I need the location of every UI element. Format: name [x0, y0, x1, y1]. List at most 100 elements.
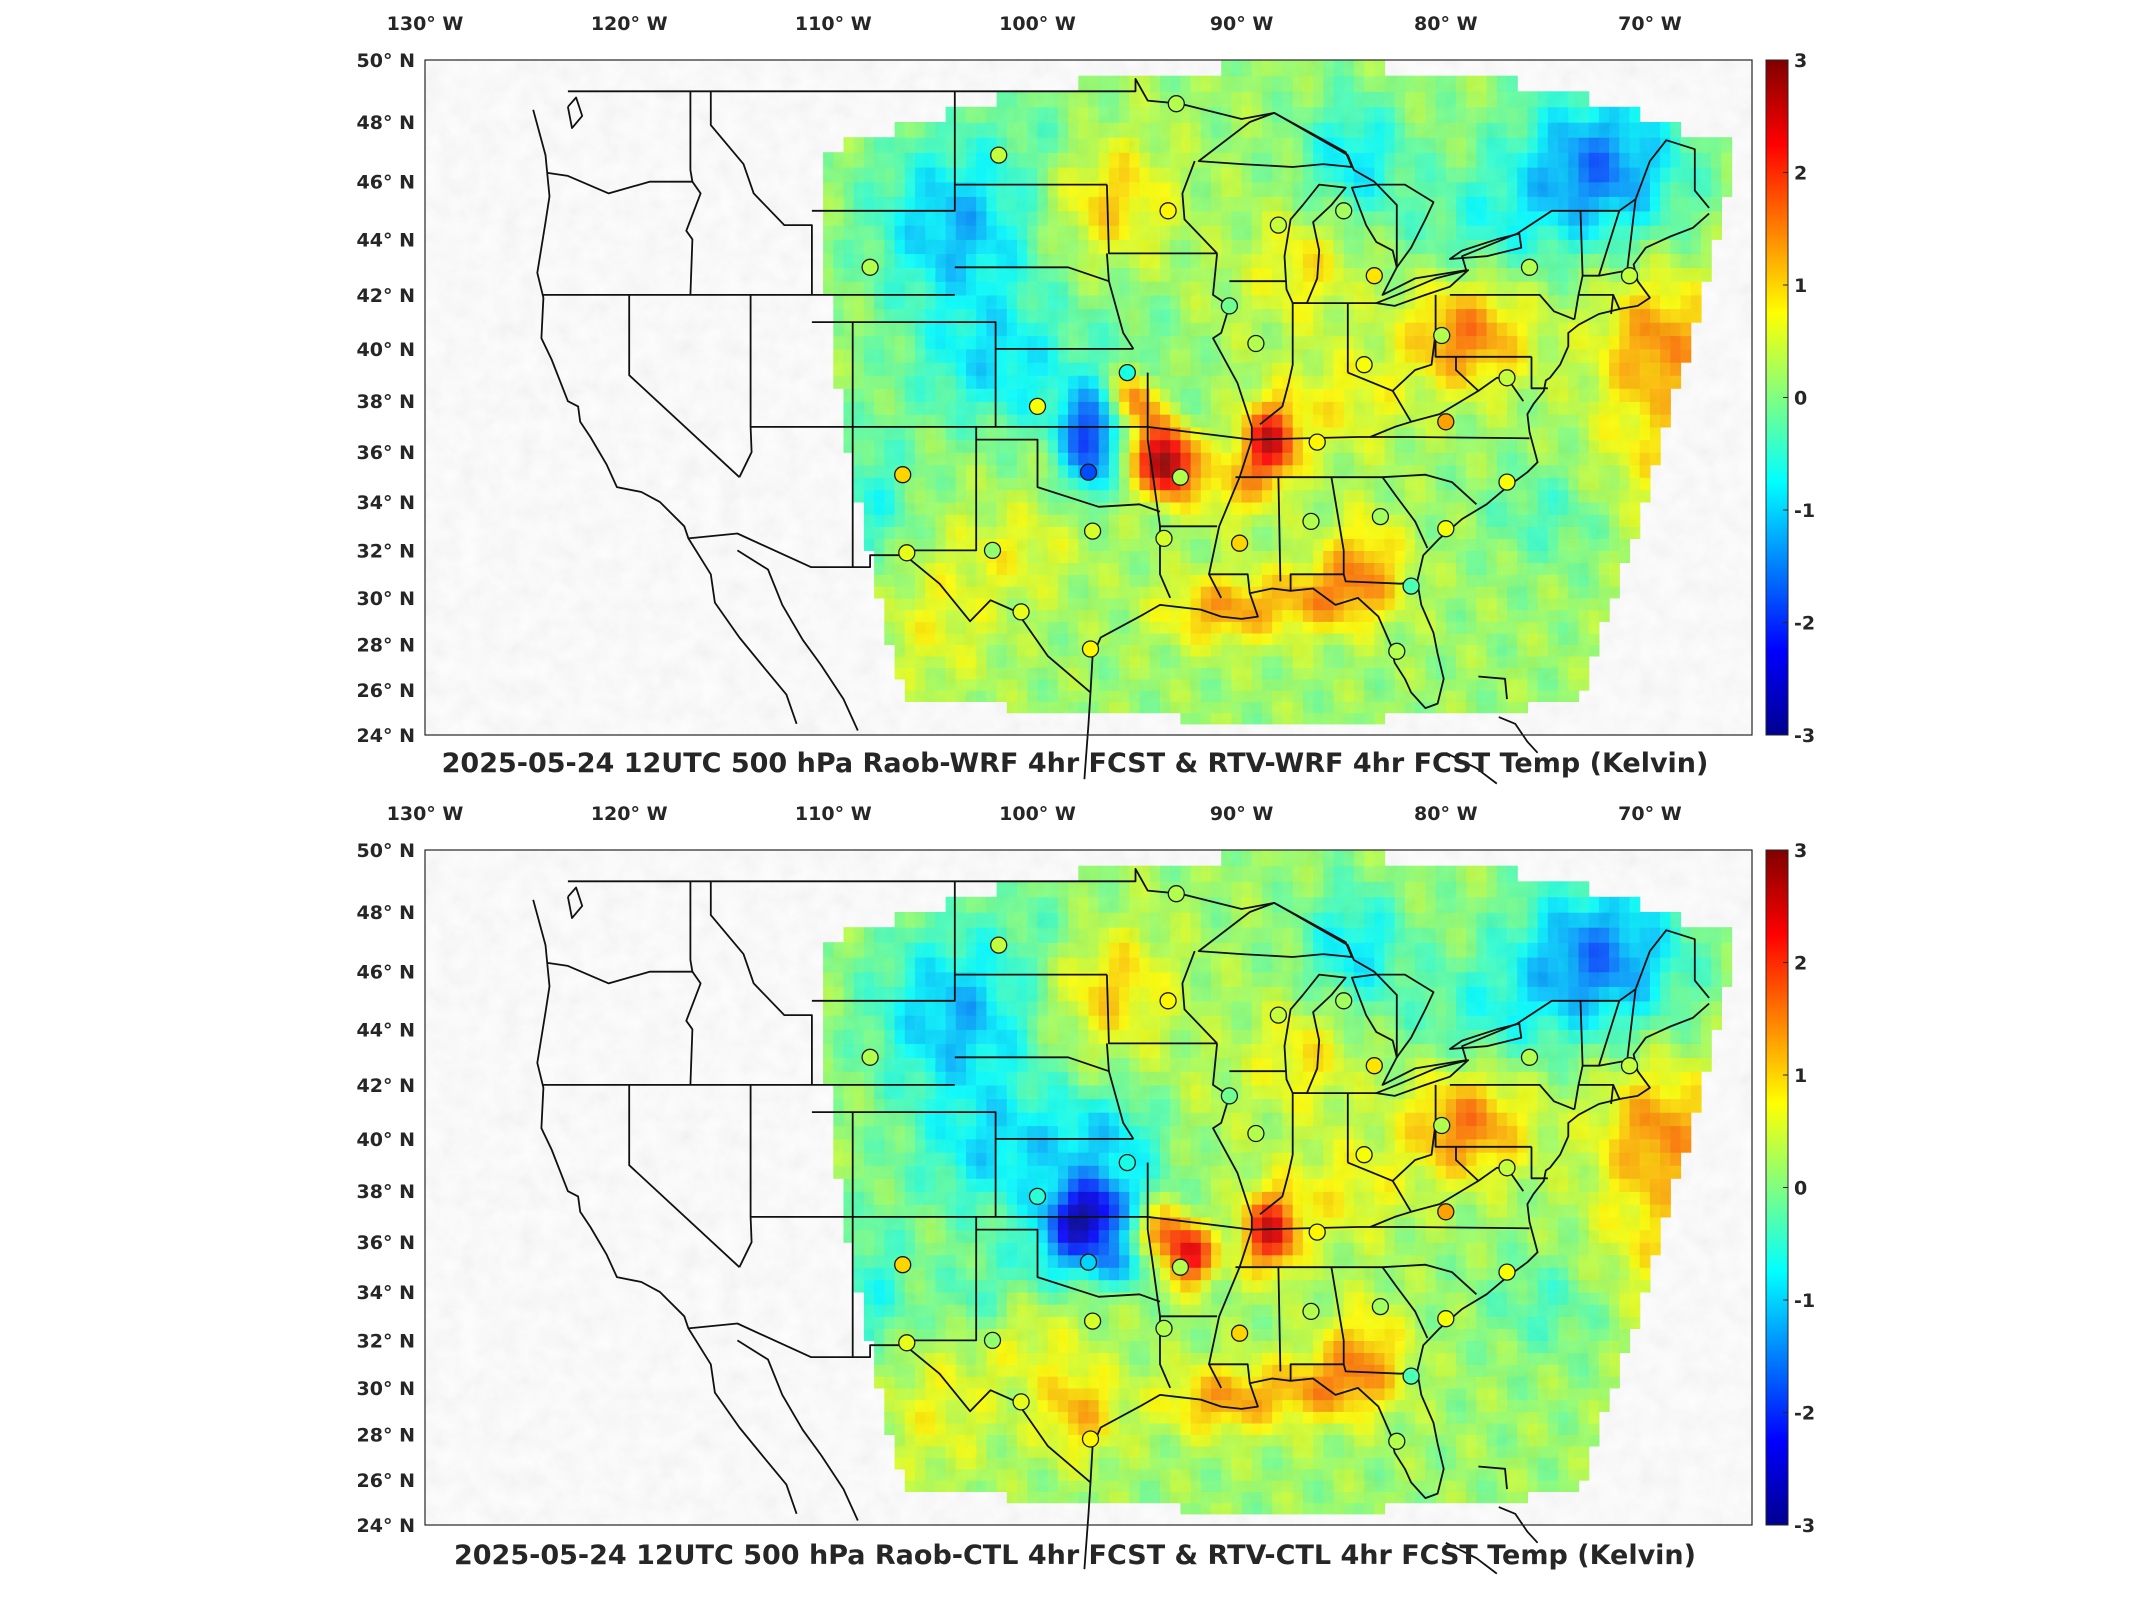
field-cell [1078, 1411, 1090, 1424]
field-cell [955, 388, 967, 402]
field-cell [904, 1411, 916, 1424]
field-cell [1292, 267, 1304, 282]
field-cell [1221, 414, 1232, 428]
field-cell [1404, 335, 1416, 350]
field-cell [1027, 1267, 1039, 1281]
field-cell [1701, 267, 1712, 282]
field-cell [1609, 106, 1620, 123]
field-cell [1017, 1411, 1028, 1424]
field-cell [1517, 122, 1528, 138]
field-cell [1139, 137, 1151, 153]
field-cell [915, 1340, 926, 1353]
field-cell [1507, 294, 1518, 310]
field-cell [1374, 225, 1386, 240]
field-cell [1456, 122, 1467, 138]
field-cell [1180, 586, 1192, 599]
field-cell [1149, 106, 1161, 123]
field-cell [986, 912, 998, 928]
field-cell [833, 322, 845, 337]
field-cell [1037, 1376, 1049, 1389]
field-cell [874, 1352, 885, 1365]
field-cell [1221, 281, 1232, 296]
field-cell [1057, 1152, 1069, 1166]
field-cell [1180, 362, 1192, 376]
field-cell [863, 526, 875, 539]
field-cell [1619, 426, 1631, 441]
field-cell [925, 253, 936, 268]
field-cell [1476, 308, 1488, 323]
field-cell [1598, 609, 1610, 622]
field-cell [1547, 401, 1559, 415]
field-cell [1221, 538, 1232, 551]
field-cell [1517, 239, 1528, 254]
field-cell [874, 239, 885, 254]
field-cell [1088, 106, 1100, 123]
field-cell [904, 1376, 916, 1389]
field-cell [853, 348, 865, 363]
field-cell [1313, 75, 1324, 92]
field-cell [955, 562, 967, 575]
field-cell [1037, 1316, 1049, 1329]
field-cell [1098, 574, 1110, 587]
field-cell [1129, 538, 1141, 551]
field-cell [1017, 644, 1028, 657]
field-cell [1598, 562, 1610, 575]
field-cell [1047, 644, 1059, 657]
field-cell [1160, 375, 1171, 389]
field-cell [884, 137, 896, 153]
field-cell [1129, 439, 1141, 453]
field-cell [1302, 91, 1314, 108]
field-cell [1129, 550, 1141, 563]
field-cell [1404, 91, 1416, 108]
field-cell [1292, 60, 1304, 77]
field-cell [1476, 562, 1488, 575]
field-cell [1149, 362, 1161, 376]
field-cell [1343, 477, 1355, 491]
field-cell [904, 1178, 916, 1192]
field-cell [1006, 1340, 1018, 1353]
field-cell [1609, 489, 1620, 503]
field-cell [823, 239, 834, 254]
field-cell [976, 1191, 987, 1205]
field-cell [1629, 375, 1641, 389]
field-cell [1047, 550, 1059, 563]
field-cell [935, 1043, 947, 1058]
field-cell [1200, 362, 1212, 376]
field-cell [1027, 574, 1039, 587]
field-cell [1292, 137, 1304, 153]
field-cell [1139, 574, 1151, 587]
field-cell [1180, 426, 1192, 441]
field-cell [1292, 167, 1304, 183]
field-cell [874, 335, 885, 350]
field-cell [925, 538, 936, 551]
field-cell [1598, 501, 1610, 515]
field-cell [1129, 514, 1141, 527]
field-cell [1037, 1254, 1049, 1268]
field-cell [894, 621, 906, 634]
field-cell [1282, 414, 1294, 428]
field-cell [1231, 210, 1243, 226]
field-cell [1211, 122, 1222, 138]
field-cell [1425, 294, 1437, 310]
field-cell [1384, 401, 1396, 415]
field-cell [1037, 1015, 1049, 1030]
field-cell [1445, 586, 1457, 599]
field-cell [1037, 957, 1049, 973]
field-cell [1180, 526, 1192, 539]
field-cell [894, 401, 906, 415]
field-cell [874, 1204, 885, 1218]
field-cell [1006, 1098, 1018, 1113]
field-cell [996, 322, 1008, 337]
field-cell [986, 106, 998, 123]
raob-site-marker [1155, 529, 1173, 548]
field-cell [1660, 167, 1671, 183]
field-cell [996, 239, 1008, 254]
field-cell [1568, 210, 1580, 226]
field-cell [1364, 667, 1375, 680]
field-cell [915, 1468, 926, 1481]
field-cell [1537, 574, 1549, 587]
field-cell [863, 489, 875, 503]
field-cell [1047, 322, 1059, 337]
field-cell [1149, 210, 1161, 226]
field-cell [955, 1411, 967, 1424]
